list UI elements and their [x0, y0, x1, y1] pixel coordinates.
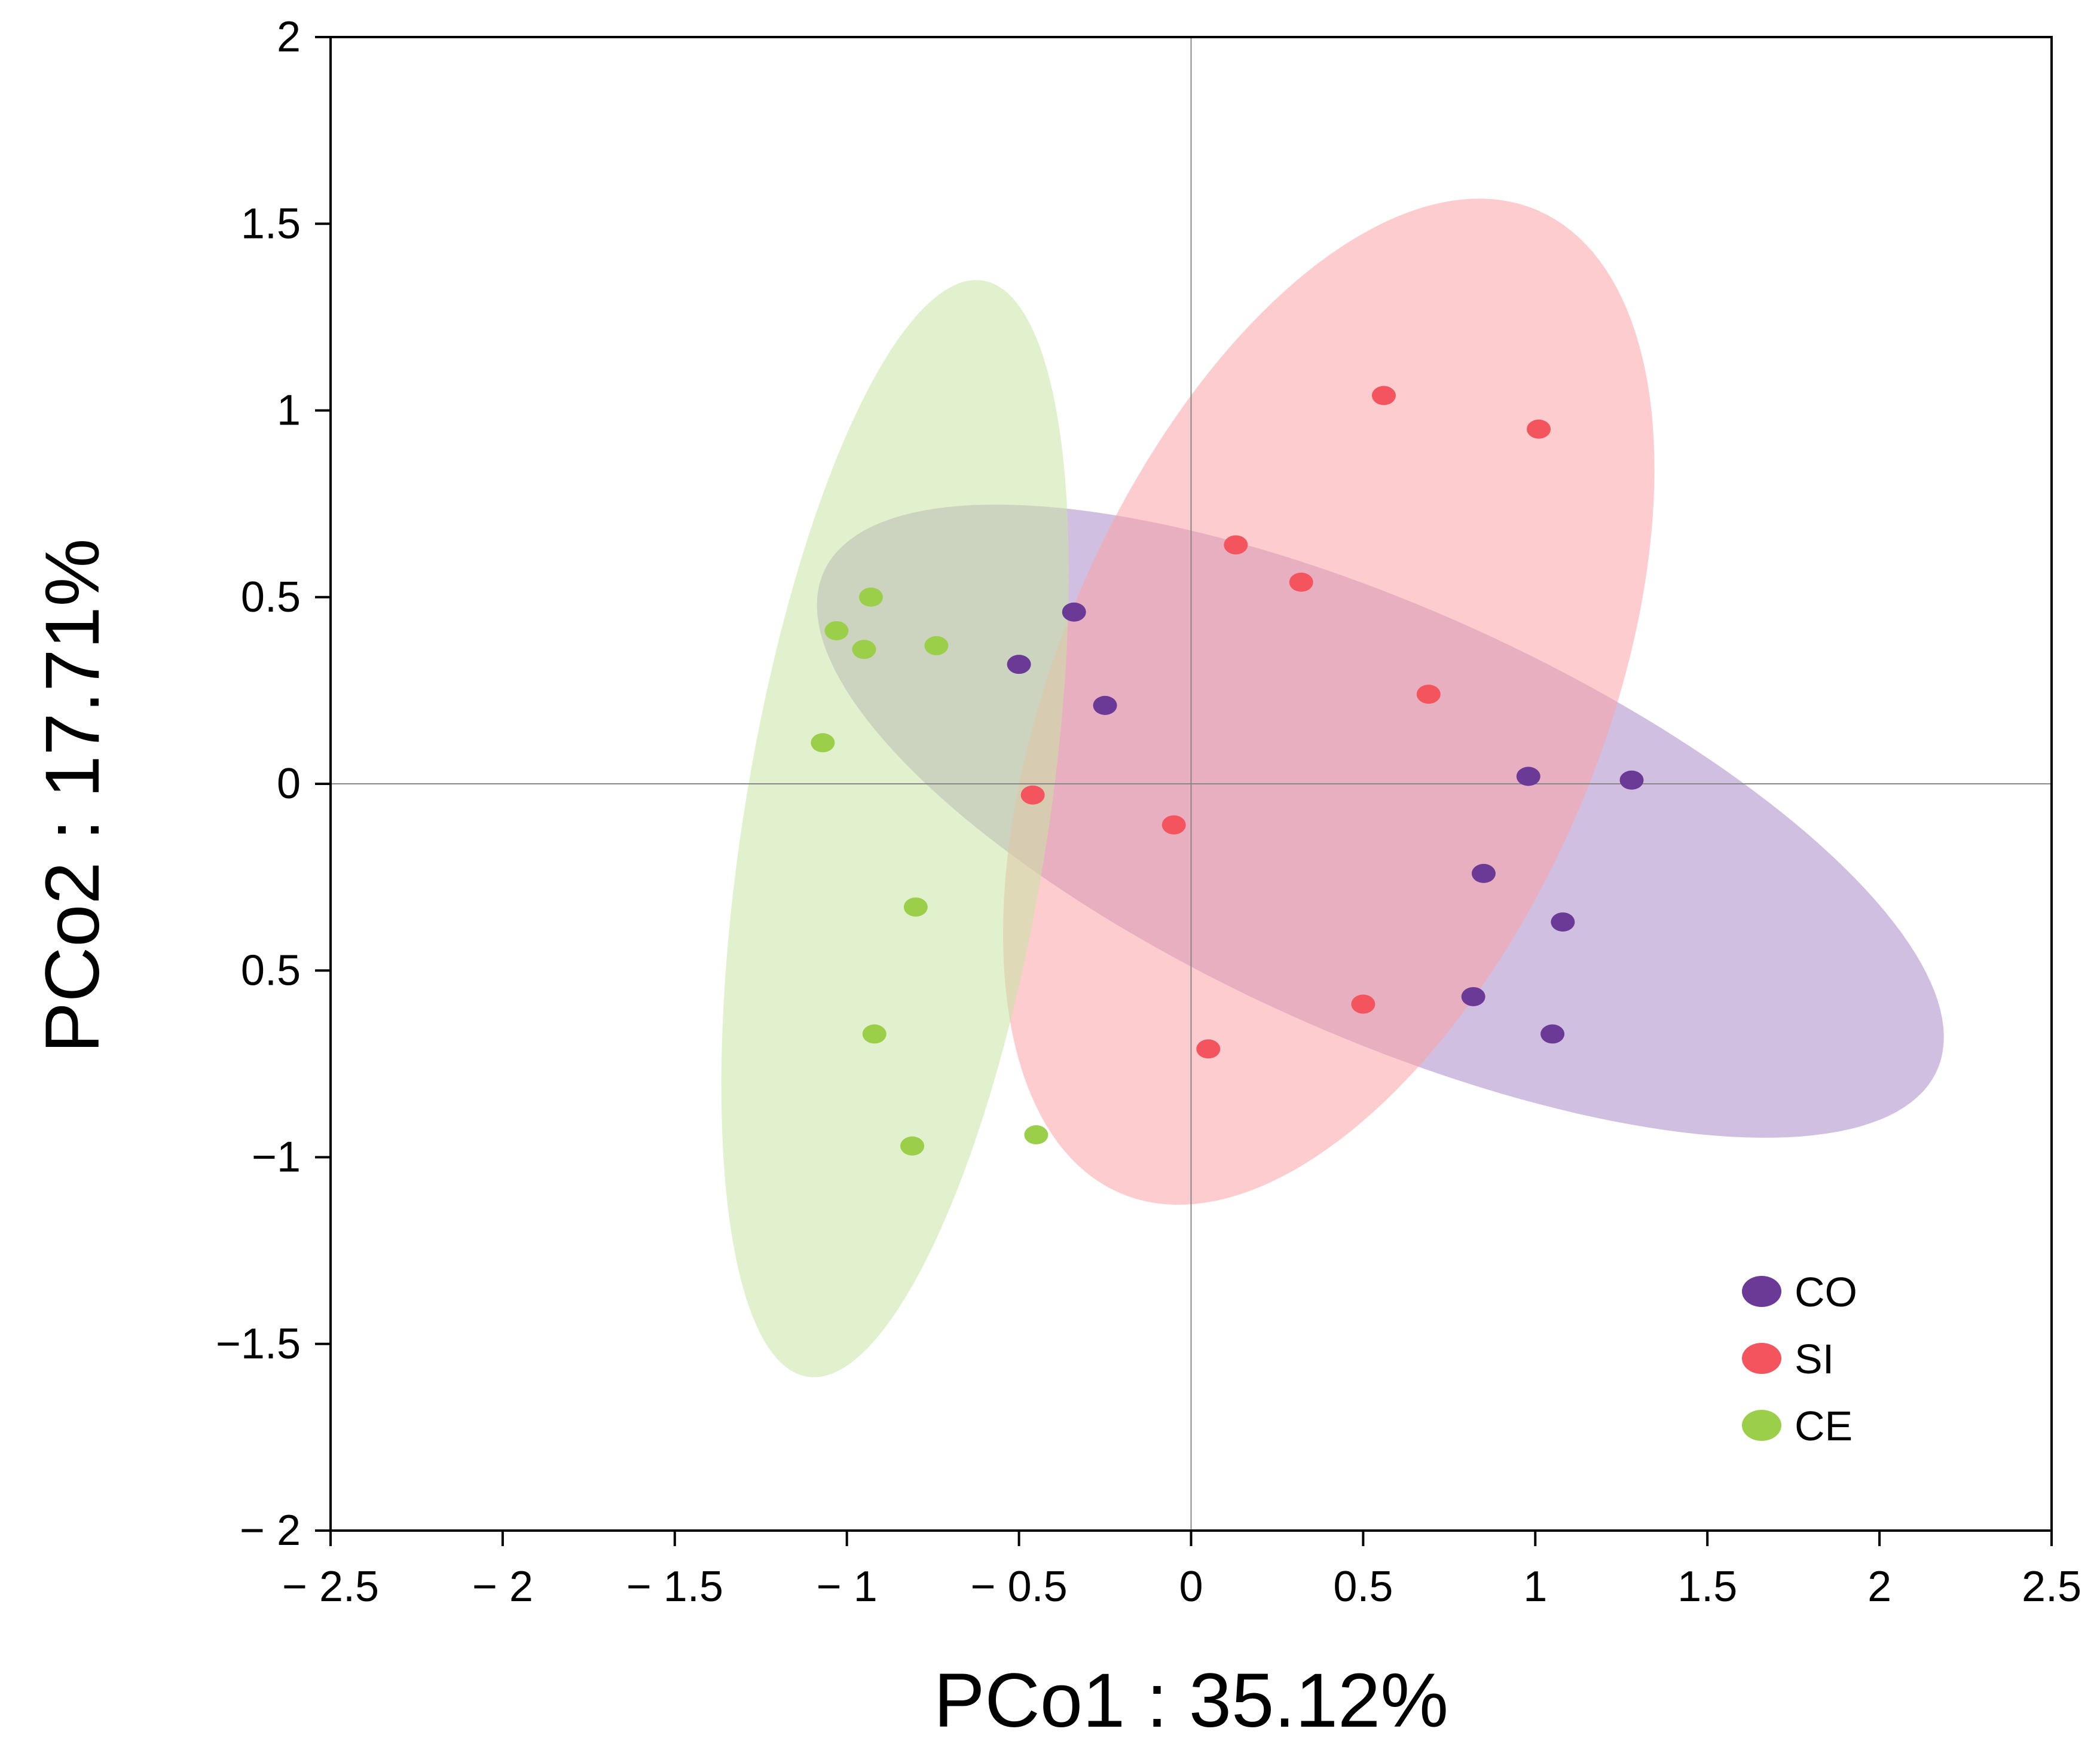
point-ce	[859, 587, 884, 607]
point-si	[1161, 815, 1186, 835]
data-points	[811, 386, 1644, 1156]
point-si	[1351, 994, 1375, 1014]
point-co	[1619, 770, 1644, 790]
ellipse-ce	[721, 280, 1069, 1378]
x-tick-label: 1.5	[1677, 1563, 1737, 1611]
point-si	[1371, 386, 1396, 405]
confidence-ellipses	[721, 198, 1944, 1378]
point-co	[1516, 766, 1540, 786]
legend-marker-co	[1742, 1276, 1781, 1307]
legend-marker-si	[1742, 1343, 1781, 1374]
legend-marker-ce	[1742, 1410, 1781, 1441]
point-ce	[903, 897, 928, 917]
point-co	[1007, 655, 1031, 674]
legend: CO SI CE	[1742, 1269, 1857, 1449]
y-tick-label: 1	[277, 387, 301, 435]
point-ce	[924, 636, 949, 655]
x-tick-label: − 2	[472, 1563, 533, 1611]
x-tick-label: 2.5	[2022, 1563, 2081, 1611]
point-si	[1416, 685, 1441, 704]
point-ce	[1024, 1125, 1049, 1145]
x-tick-label: 1	[1523, 1563, 1547, 1611]
y-tick-label: 1.5	[241, 200, 301, 248]
point-si	[1020, 785, 1045, 805]
y-axis-title: PCo2 : 17.71%	[30, 539, 115, 1053]
point-co	[1093, 695, 1117, 715]
y-tick-label: −1	[252, 1134, 301, 1181]
point-ce	[852, 640, 876, 659]
point-co	[1551, 912, 1575, 932]
y-tick-label: 0	[277, 760, 301, 808]
point-si	[1196, 1039, 1221, 1059]
x-tick-label: 0.5	[1333, 1563, 1393, 1611]
point-si	[1224, 535, 1248, 555]
x-tick-label: 2	[1867, 1563, 1891, 1611]
x-tick-label: 0	[1179, 1563, 1203, 1611]
point-co	[1471, 863, 1496, 883]
point-ce	[824, 621, 849, 640]
y-tick-label: 0.5	[241, 573, 301, 621]
point-ce	[811, 733, 835, 753]
legend-label-co: CO	[1795, 1269, 1857, 1315]
y-tick-label: − 2	[240, 1507, 301, 1555]
ellipse-si	[1002, 198, 1655, 1205]
y-tick-label: −1.5	[216, 1320, 301, 1368]
x-tick-label: − 2.5	[282, 1563, 379, 1611]
y-tick-label: 0.5	[241, 946, 301, 994]
x-axis-title: PCo1 : 35.12%	[934, 1658, 1448, 1743]
x-tick-label: − 1	[817, 1563, 878, 1611]
point-co	[1062, 602, 1086, 622]
point-ce	[862, 1024, 887, 1044]
point-si	[1527, 419, 1551, 439]
x-tick-label: − 0.5	[971, 1563, 1068, 1611]
y-tick-label: 2	[277, 13, 301, 61]
point-si	[1289, 572, 1313, 592]
axis-ticks: − 2.5 − 2 − 1.5 − 1 − 0.5 0 0.5 1 1.5 2 2.5 2 1.5 1 0.…	[216, 13, 2081, 1611]
point-ce	[900, 1136, 925, 1156]
legend-label-ce: CE	[1795, 1403, 1853, 1449]
legend-label-si: SI	[1795, 1336, 1834, 1382]
point-co	[1540, 1024, 1565, 1044]
point-co	[1461, 987, 1485, 1006]
x-tick-label: − 1.5	[626, 1563, 723, 1611]
axes	[329, 36, 2053, 1532]
